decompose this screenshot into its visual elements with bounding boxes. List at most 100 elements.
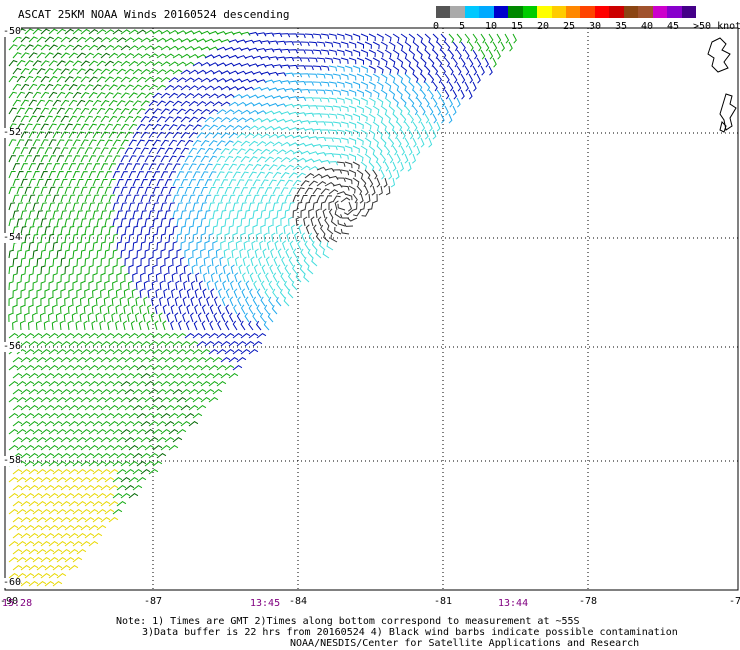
wind-barb xyxy=(233,304,238,315)
wind-barb xyxy=(212,356,223,363)
time-label-left: 15:28 xyxy=(2,598,33,609)
wind-barb xyxy=(224,93,235,99)
wind-barb xyxy=(280,64,291,69)
wind-barb xyxy=(160,186,168,195)
wind-barb xyxy=(48,428,59,435)
wind-barb xyxy=(80,265,86,275)
wind-barb xyxy=(432,129,437,140)
wind-barb xyxy=(192,61,203,67)
wind-barb xyxy=(132,194,140,203)
coastline xyxy=(707,37,737,133)
wind-barb xyxy=(180,116,190,123)
wind-barb xyxy=(236,101,247,107)
wind-barb xyxy=(80,60,90,67)
wind-barb xyxy=(444,89,450,100)
wind-barb xyxy=(88,155,97,163)
wind-barb xyxy=(76,163,84,171)
legend-swatch xyxy=(508,6,524,18)
wind-barb xyxy=(120,460,131,467)
wind-barb xyxy=(352,161,360,170)
wind-barb xyxy=(20,452,31,459)
wind-barb xyxy=(92,99,102,107)
wind-barb xyxy=(408,129,414,140)
wind-barb xyxy=(184,61,195,67)
wind-barb xyxy=(60,115,69,123)
wind-barb xyxy=(188,388,199,395)
wind-barb xyxy=(404,137,410,148)
wind-barb xyxy=(220,101,231,107)
wind-barb xyxy=(288,64,299,70)
wind-barb xyxy=(248,171,257,179)
wind-barb xyxy=(72,265,78,275)
wind-barb xyxy=(404,41,412,51)
wind-barb xyxy=(8,312,13,323)
wind-barb xyxy=(408,33,416,43)
wind-barb xyxy=(96,60,106,67)
wind-barb xyxy=(392,49,400,58)
wind-barb xyxy=(104,218,111,227)
wind-barb xyxy=(316,121,326,126)
wind-barb xyxy=(432,65,439,76)
lon-tick-label: -84 xyxy=(288,596,308,607)
wind-barb xyxy=(160,233,166,243)
wind-barb xyxy=(28,452,39,459)
wind-barb xyxy=(84,436,95,443)
wind-barb xyxy=(404,73,411,83)
wind-barb xyxy=(95,312,100,323)
wind-barb xyxy=(128,460,139,467)
wind-barb xyxy=(252,148,262,155)
wind-barb xyxy=(244,179,253,187)
wind-barb xyxy=(32,412,43,419)
wind-barb xyxy=(340,89,349,96)
wind-barb xyxy=(116,273,121,283)
wind-barb xyxy=(196,340,207,347)
wind-barb xyxy=(64,155,73,163)
wind-barb xyxy=(60,548,71,555)
wind-barb xyxy=(128,60,139,67)
wind-barb xyxy=(265,272,270,283)
wind-barb xyxy=(95,296,101,307)
wind-barb xyxy=(111,312,116,323)
wind-barb xyxy=(332,195,341,203)
wind-barb xyxy=(48,218,55,227)
wind-barb xyxy=(60,436,71,443)
wind-barb xyxy=(304,201,311,211)
wind-barb xyxy=(212,116,223,123)
wind-barb xyxy=(208,217,215,227)
wind-barb xyxy=(284,103,295,108)
wind-barb xyxy=(228,312,234,323)
wind-barb xyxy=(80,348,91,355)
wind-barb xyxy=(24,28,34,35)
wind-barb xyxy=(124,100,134,107)
wind-barb xyxy=(336,97,345,104)
wind-barb xyxy=(76,288,81,299)
wind-barb xyxy=(148,468,159,475)
wind-barb xyxy=(156,100,166,107)
wind-barb xyxy=(100,241,106,251)
wind-barb xyxy=(56,396,67,403)
wind-barb xyxy=(272,156,283,163)
wind-barb xyxy=(64,476,75,483)
wind-barb xyxy=(240,187,248,195)
wind-barb xyxy=(176,202,183,211)
wind-barb xyxy=(148,436,159,443)
wind-barb xyxy=(160,412,171,419)
wind-barb xyxy=(16,540,27,547)
wind-barb xyxy=(268,118,279,123)
wind-barb xyxy=(72,332,83,339)
wind-barb xyxy=(88,492,99,499)
wind-barb xyxy=(32,380,43,387)
wind-barb xyxy=(267,224,273,235)
wind-barb xyxy=(416,129,422,140)
wind-barb xyxy=(99,304,104,315)
wind-barb xyxy=(300,120,311,125)
wind-barb xyxy=(76,436,87,443)
wind-barb xyxy=(364,169,371,179)
wind-barb xyxy=(160,444,171,451)
wind-barb xyxy=(123,304,128,315)
wind-barb xyxy=(16,44,26,51)
wind-barb xyxy=(424,49,431,59)
wind-barb xyxy=(68,273,74,283)
wind-barb xyxy=(136,155,145,163)
wind-barb xyxy=(108,484,119,491)
